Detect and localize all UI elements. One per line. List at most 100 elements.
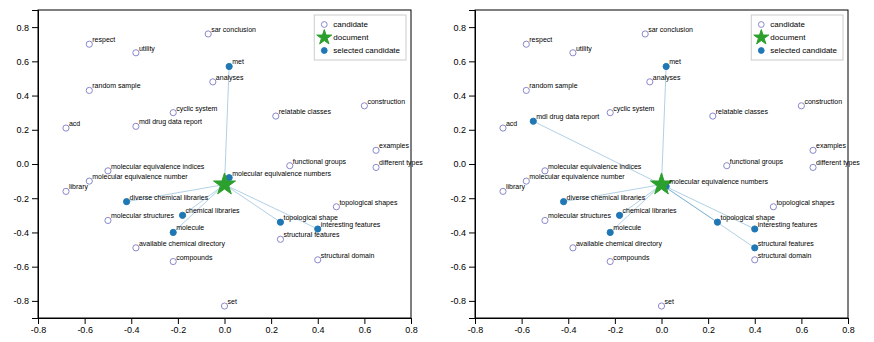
tick-mark [522,318,523,324]
tick-mark [271,318,272,324]
tick: 0.8 [405,318,418,335]
point-label: examples [379,142,409,150]
tick-label: 0.6 [796,325,809,335]
tick: 0.0 [219,318,232,335]
tick-mark [469,301,475,302]
tick: 0.0 [453,159,475,169]
tick-mark [32,198,38,199]
series [500,31,816,309]
tick: 0.4 [453,91,475,101]
tick-label: -0.2 [450,194,466,204]
point-label: examples [816,142,846,150]
point-label: functional groups [730,158,784,166]
legend-symbol [754,30,769,44]
axis-line [32,11,39,319]
point-label: structural domain [321,252,375,259]
legend-label: document [333,33,369,42]
point-label: structural features [283,231,340,238]
spokes [127,66,318,232]
panel: -0.8-0.6-0.4-0.20.00.20.40.60.8-0.8-0.6-… [450,10,860,335]
point-label: molecular equivalence number [92,173,188,181]
plot-marks [63,31,379,309]
point-label: molecular equivalence numbers [232,170,331,178]
tick-mark [32,96,38,97]
tick-label: 0.8 [842,325,855,335]
tick: -0.8 [450,296,475,306]
tick: -0.2 [450,194,475,204]
tick-mark [32,27,38,28]
tick-label: 0.4 [453,91,466,101]
tick-mark [131,318,132,324]
point-label: random sample [92,82,140,90]
tick: 0.4 [312,318,325,335]
tick-label: -0.4 [13,228,29,238]
point-label: mdl drug data report [139,118,202,126]
tick-label: 0.6 [359,325,372,335]
tick: -0.6 [450,262,475,272]
tick-label: 0.8 [405,325,418,335]
legend-symbol [758,22,764,28]
tick-label: 0.8 [453,22,466,32]
legend: candidatedocumentselected candidate [314,15,406,60]
tick-label: 0.2 [16,125,29,135]
tick: -0.4 [450,228,475,238]
x-axis: -0.8-0.6-0.4-0.20.00.20.40.60.8 [31,318,418,335]
tick-mark [178,318,179,324]
tick-mark [801,318,802,324]
tick-mark [662,318,663,324]
point-label: acd [506,120,517,127]
tick-mark [318,318,319,324]
point-label: acd [69,120,80,127]
tick: -0.6 [13,262,38,272]
tick-label: 0.4 [16,91,29,101]
tick-label: -0.2 [171,325,187,335]
point-label: sar conclusion [648,26,693,33]
tick-label: -0.6 [450,262,466,272]
tick: 0.2 [453,125,475,135]
tick-label: -0.2 [13,194,29,204]
tick-label: -0.8 [450,296,466,306]
point-label: compounds [176,254,213,262]
x-axis: -0.8-0.6-0.4-0.20.00.20.40.60.8 [468,318,855,335]
tick: -0.8 [468,318,484,335]
legend-label: candidate [770,20,805,29]
tick-label: -0.4 [561,325,577,335]
y-axis: -0.8-0.6-0.4-0.20.00.20.40.60.8 [13,11,38,319]
point-label: construction [367,98,405,105]
tick-mark [32,301,38,302]
point-label: different types [816,159,860,167]
tick-label: 0.2 [702,325,715,335]
point-label: molecular equivalence number [529,173,625,181]
tick-mark [615,318,616,324]
point-label: interesting features [321,221,381,229]
point-label: analyses [216,74,244,82]
tick-mark [32,267,38,268]
point-label: structural features [758,240,815,247]
tick-label: 0.0 [219,325,232,335]
tick: 0.4 [749,318,762,335]
tick-label: 0.6 [453,57,466,67]
tick-mark [469,164,475,165]
point-label: cyclic system [176,105,217,113]
point-labels: sar conclusionrespectutilityrandom sampl… [506,26,860,305]
tick-label: 0.8 [16,22,29,32]
point-label: set [665,298,674,305]
tick: -0.6 [77,318,93,335]
point-labels: sar conclusionrespectutilityrandom sampl… [69,26,423,305]
point-label: respect [92,36,115,44]
spoke-line [662,66,667,184]
point-label: compounds [613,254,650,262]
point-label: diverse chemical libraries [130,194,209,201]
tick-mark [32,61,38,62]
point-label: molecular equivalence indices [111,163,205,171]
tick: 0.6 [796,318,809,335]
legend-box [751,15,843,60]
tick-mark [848,318,849,324]
point-label: structural domain [758,252,812,259]
tick-label: -0.6 [13,262,29,272]
point-label: functional groups [293,158,347,166]
point-label: topological shapes [339,199,397,207]
spoke-line [127,185,225,202]
tick: 0.6 [16,57,38,67]
tick: -0.2 [171,318,187,335]
